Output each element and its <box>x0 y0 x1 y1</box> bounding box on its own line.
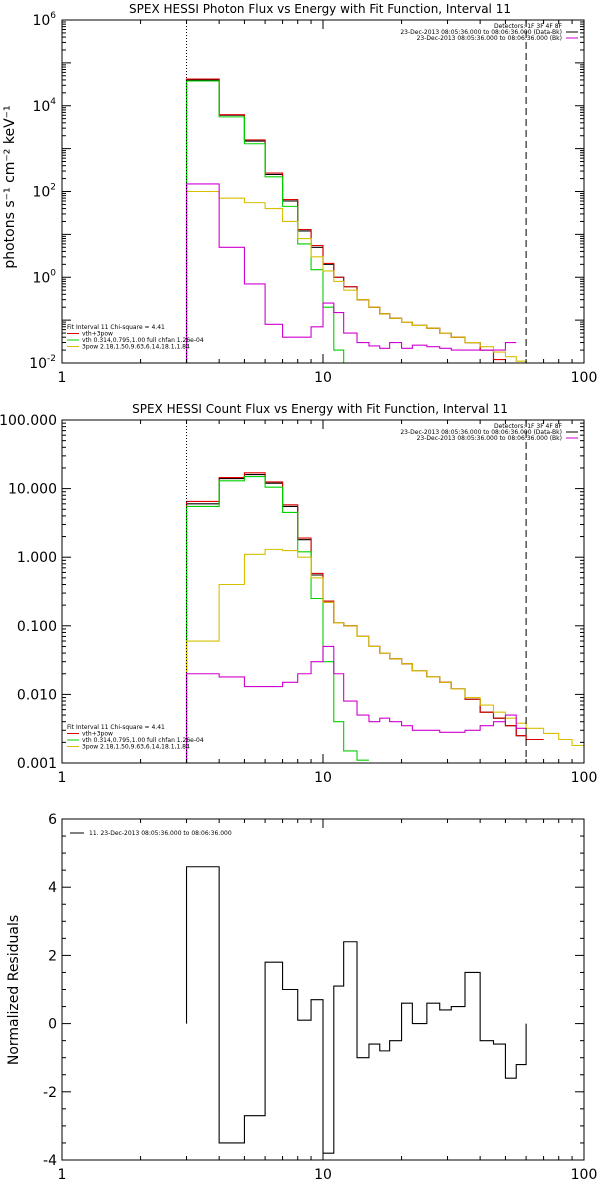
y-tick-label: 6 <box>48 812 57 828</box>
series-line-4 <box>185 645 527 763</box>
series-line-1 <box>185 472 544 763</box>
series-line-3 <box>185 190 527 363</box>
legend-entry: 11. 23-Dec-2013 08:05:36.000 to 08:06:36… <box>89 830 232 837</box>
legend-entry: Detectors: 1F 3F 4F 8F <box>494 423 563 430</box>
x-tick-label: 10 <box>314 370 332 386</box>
x-tick-label: 10 <box>314 1167 332 1183</box>
x-tick-label: 1 <box>58 1167 67 1183</box>
series-line-4 <box>185 183 517 363</box>
series-line-2 <box>185 80 358 363</box>
x-tick-label: 1 <box>58 770 67 786</box>
legend-entry: vth 0.314,0.795,1.00 full chfan 1.26e-04 <box>82 737 204 744</box>
photon-flux-panel: SPEX HESSI Photon Flux vs Energy with Fi… <box>2 2 597 386</box>
y-tick-label: 1.000 <box>17 550 57 566</box>
x-tick-label: 100 <box>571 1167 598 1183</box>
series-line-0 <box>185 866 527 1154</box>
residuals-panel: 1 10 100 6 4 2 0 -2 -4 11. 23-Dec-2013 08:05:36.0… <box>6 812 597 1183</box>
y-axis-label: Normalized Residuals <box>6 915 22 1065</box>
x-tick-label: 100 <box>571 770 598 786</box>
y-tick-label: 2 <box>48 948 57 964</box>
chart-title: SPEX HESSI Count Flux vs Energy with Fit… <box>132 402 508 416</box>
y-tick-label: -4 <box>43 1153 57 1169</box>
x-tick-label: 100 <box>571 370 598 386</box>
series-line-2 <box>185 475 369 763</box>
legend-entry: Fit Interval 11 Chi-square = 4.41 <box>67 324 165 331</box>
legend-entry: 23-Dec-2013 08:05:36.000 to 08:06:36.000… <box>400 429 562 436</box>
y-tick-label: -2 <box>43 1085 57 1101</box>
legend-entry: vth+3pow <box>82 731 113 738</box>
y-tick-label: 0 <box>48 1017 57 1033</box>
count-flux-panel: SPEX HESSI Count Flux vs Energy with Fit… <box>0 402 597 786</box>
x-tick-label: 10 <box>314 770 332 786</box>
y-tick-label: 104 <box>32 97 56 115</box>
legend-entry: vth 0.314,0.795,1.00 full chfan 1.26e-04 <box>82 337 204 344</box>
series-line-0 <box>185 474 544 763</box>
series-line-0 <box>185 79 506 363</box>
legend-entry: 3pow 2.18,1.50,9.63,6.14,18.1,1.84 <box>82 344 190 351</box>
y-tick-label: 0.010 <box>17 687 57 703</box>
legend-entry: 3pow 2.18,1.50,9.63,6.14,18.1,1.84 <box>82 744 190 751</box>
legend-entry: 23-Dec-2013 08:05:36.000 to 08:06:36.000… <box>400 29 562 36</box>
y-tick-label: 106 <box>32 11 56 29</box>
y-axis-label: photons s⁻¹ cm⁻² keV⁻¹ <box>2 105 18 268</box>
chart-title: SPEX HESSI Photon Flux vs Energy with Fi… <box>129 2 511 16</box>
legend-entry: Detectors: 1F 3F 4F 8F <box>494 23 563 30</box>
y-tick-label: 102 <box>32 183 56 201</box>
y-tick-label: 100.000 <box>0 413 57 429</box>
legend-entry: 23-Dec-2013 08:05:36.000 to 08:06:36.000… <box>417 435 562 442</box>
x-tick-label: 1 <box>58 370 67 386</box>
legend-entry: Fit Interval 11 Chi-square = 4.41 <box>67 724 165 731</box>
legend-entry: vth+3pow <box>82 331 113 338</box>
y-tick-label: 100 <box>32 268 56 286</box>
y-tick-label: 10-2 <box>29 354 56 372</box>
y-tick-label: 4 <box>48 880 57 896</box>
legend-entry: 23-Dec-2013 08:05:36.000 to 08:06:36.000… <box>417 35 562 42</box>
y-tick-label: 0.001 <box>17 756 57 772</box>
series-line-1 <box>185 78 506 363</box>
y-tick-label: 10.000 <box>8 482 57 498</box>
y-tick-label: 0.100 <box>17 619 57 635</box>
